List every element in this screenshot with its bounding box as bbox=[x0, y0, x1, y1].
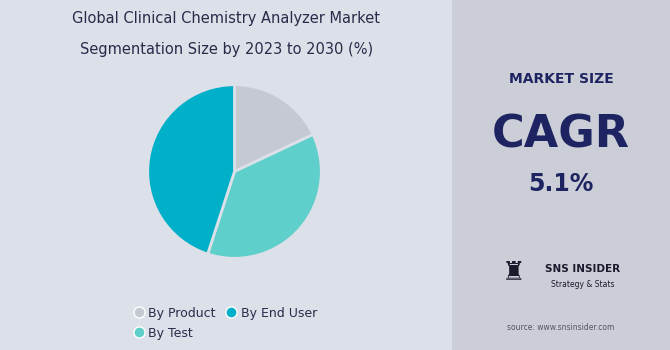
Text: CAGR: CAGR bbox=[492, 113, 630, 156]
Text: Global Clinical Chemistry Analyzer Market: Global Clinical Chemistry Analyzer Marke… bbox=[72, 10, 380, 26]
Text: Strategy & Stats: Strategy & Stats bbox=[551, 280, 614, 289]
Text: 5.1%: 5.1% bbox=[529, 172, 594, 196]
Text: source: www.snsinsider.com: source: www.snsinsider.com bbox=[507, 323, 615, 332]
Text: SNS INSIDER: SNS INSIDER bbox=[545, 265, 620, 274]
Legend: By Product, By Test, By End User: By Product, By Test, By End User bbox=[135, 307, 317, 340]
Text: MARKET SIZE: MARKET SIZE bbox=[509, 72, 614, 86]
FancyBboxPatch shape bbox=[440, 0, 670, 350]
Text: ♜: ♜ bbox=[501, 260, 525, 286]
Text: Segmentation Size by 2023 to 2030 (%): Segmentation Size by 2023 to 2030 (%) bbox=[80, 42, 373, 57]
Wedge shape bbox=[234, 85, 313, 172]
Wedge shape bbox=[208, 134, 322, 258]
Wedge shape bbox=[147, 85, 234, 254]
